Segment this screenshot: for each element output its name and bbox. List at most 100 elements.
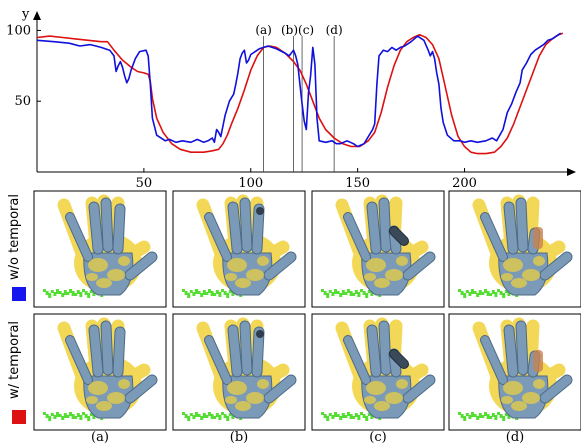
ground-point [360, 412, 363, 415]
ground-point [200, 416, 204, 420]
ground-point [66, 292, 70, 295]
surface-overlay [86, 379, 130, 411]
ground-point [339, 293, 343, 297]
hand-panel [33, 190, 167, 308]
ground-point [347, 412, 350, 416]
overlay-patch [225, 273, 237, 281]
ground-point [192, 415, 196, 419]
ground-point [499, 291, 503, 295]
ground-point [92, 415, 96, 419]
ground-point [331, 415, 335, 419]
ground-point [82, 289, 85, 292]
ground-point [323, 291, 327, 295]
finger [379, 321, 391, 375]
ground-point [45, 414, 49, 418]
ground-point [208, 289, 211, 293]
finger [390, 350, 408, 368]
ground-point [323, 414, 327, 418]
ground-point [76, 413, 80, 417]
hand-panel [311, 313, 445, 431]
ground-point [202, 290, 206, 295]
ground-point [344, 415, 348, 418]
x-axis-arrow [567, 168, 576, 176]
row-color-swatch [12, 410, 26, 424]
ground-point [197, 291, 201, 294]
finger [228, 202, 242, 254]
overlay-patch [364, 273, 376, 281]
overlay-patch [88, 381, 108, 395]
fingertip [256, 330, 264, 338]
ground-point [471, 412, 474, 417]
ground-point [476, 293, 480, 297]
ground-point [458, 289, 461, 292]
overlay-patch [533, 379, 545, 389]
ground-point [463, 416, 467, 421]
ground-point [66, 415, 70, 418]
ground-point [84, 291, 88, 295]
finger [540, 252, 572, 280]
ground-point [56, 412, 59, 417]
hand-render [43, 194, 158, 298]
ground-point [367, 413, 371, 416]
overlay-patch [235, 401, 251, 411]
y-tick-label: 100 [6, 23, 31, 38]
ground-point [341, 413, 345, 418]
ground-point [187, 293, 191, 298]
ground-point [484, 289, 487, 293]
ground-point [215, 413, 219, 417]
overlay-patch [501, 273, 513, 281]
ground-point [473, 291, 477, 294]
ground-point [61, 416, 65, 420]
ground-point [504, 413, 508, 416]
ground-point [357, 415, 361, 420]
ground-point [208, 412, 211, 416]
ground-point [321, 412, 324, 415]
ground-point [89, 290, 93, 293]
ground-point [486, 291, 490, 296]
ground-point [43, 412, 46, 415]
hand-panels-grid [33, 190, 581, 431]
ground-point [53, 292, 57, 296]
ground-point [184, 291, 188, 295]
ground-point [84, 414, 88, 418]
overlay-patch [396, 256, 408, 266]
frame-marker-label: (b) [281, 23, 298, 37]
frame-marker-label: (d) [326, 23, 343, 37]
finger [240, 321, 252, 375]
ground-point [491, 290, 495, 294]
ground-point [48, 293, 52, 298]
ground-point [339, 416, 343, 420]
ground-point [471, 289, 474, 294]
surface-overlay [86, 256, 130, 288]
ground-point [504, 290, 508, 293]
finger [379, 198, 391, 252]
finger [205, 213, 231, 261]
ground-point [218, 415, 222, 420]
finger [390, 227, 408, 245]
ground-point [334, 289, 337, 294]
ground-point [205, 415, 209, 418]
ground-point [197, 414, 201, 417]
y-axis-arrow [33, 11, 41, 20]
ground-point [362, 414, 366, 418]
finger [504, 202, 518, 254]
ground-point [489, 416, 493, 419]
ground-point [328, 290, 332, 293]
row-label: w/o temporal [7, 194, 22, 280]
finger [125, 252, 157, 280]
series-line [36, 32, 564, 155]
column-caption: (b) [230, 430, 248, 445]
finger [252, 204, 264, 254]
ground-point [473, 414, 477, 417]
ground-point [484, 412, 487, 416]
hand-render [321, 194, 436, 298]
x-tick-label: 200 [452, 176, 477, 191]
finger [367, 325, 381, 377]
ground-point [184, 414, 188, 418]
ground-point [48, 416, 52, 421]
row-labels: w/o temporal w/ temporal [7, 194, 26, 424]
surface-overlay [225, 256, 269, 288]
ground-point [221, 412, 224, 415]
finger [264, 252, 296, 280]
hand-render [182, 317, 297, 421]
